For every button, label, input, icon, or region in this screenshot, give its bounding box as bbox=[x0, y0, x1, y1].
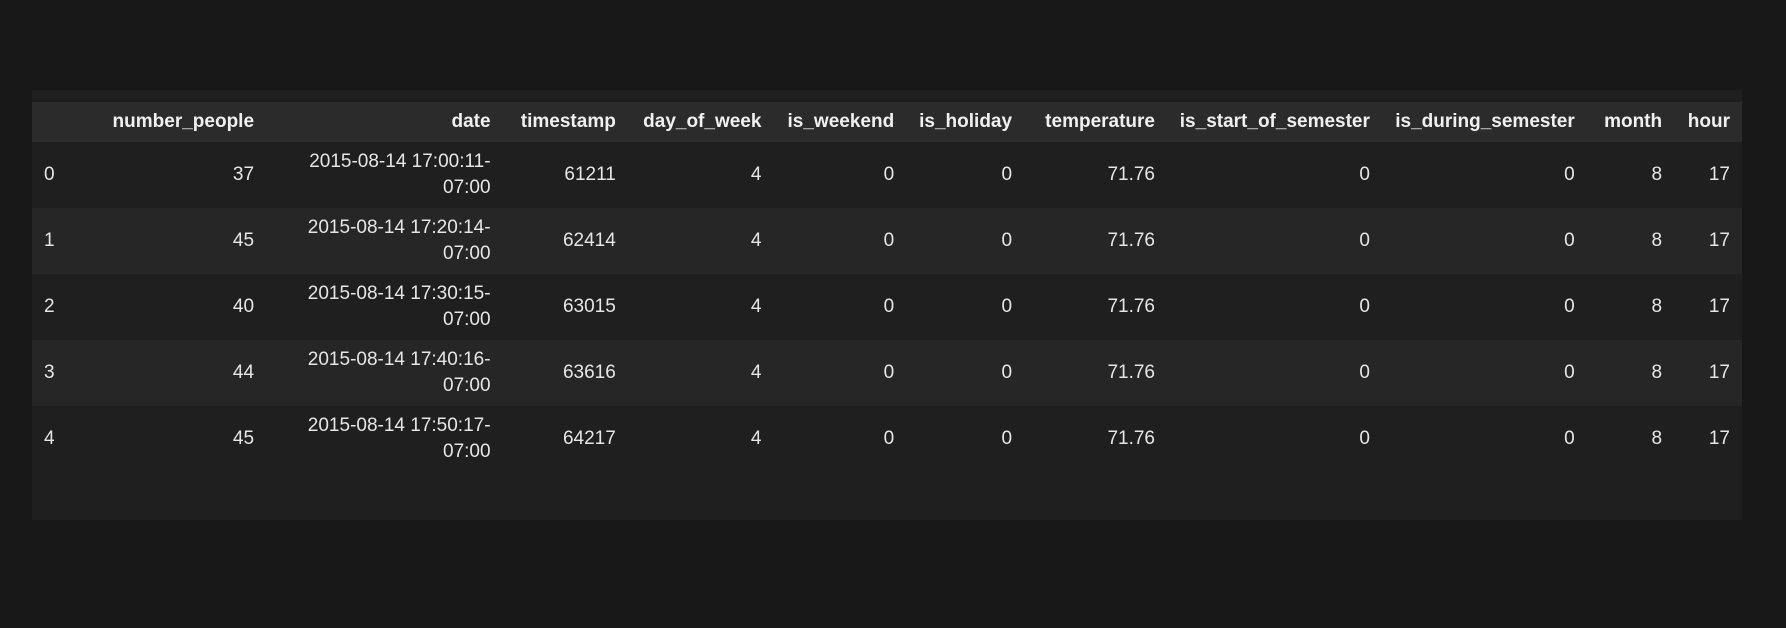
cell-is-start-of-semester: 0 bbox=[1359, 428, 1370, 449]
cell-number-people: 45 bbox=[232, 428, 255, 449]
cell-is-holiday: 0 bbox=[1001, 428, 1013, 449]
cell-number-people: 37 bbox=[232, 164, 255, 185]
dataframe-table: number_people date timestamp day_of_week… bbox=[32, 102, 1742, 472]
dataframe-output-panel: number_people date timestamp day_of_week… bbox=[32, 90, 1742, 520]
column-header-is-holiday[interactable]: is_holiday bbox=[919, 111, 1013, 132]
cell-day-of-week: 4 bbox=[750, 428, 762, 449]
row-index: 0 bbox=[44, 164, 55, 185]
cell-date: 2015-08-14 17:00:11- 07:00 bbox=[266, 142, 503, 208]
cell-is-during-semester: 0 bbox=[1564, 164, 1575, 185]
row-index: 4 bbox=[44, 428, 55, 449]
cell-day-of-week: 4 bbox=[750, 164, 762, 185]
row-index: 3 bbox=[44, 362, 55, 383]
column-header-month[interactable]: month bbox=[1604, 111, 1663, 132]
cell-is-during-semester: 0 bbox=[1564, 296, 1575, 317]
cell-number-people: 44 bbox=[232, 362, 255, 383]
column-header-date[interactable]: date bbox=[451, 111, 491, 132]
cell-is-weekend: 0 bbox=[883, 296, 895, 317]
cell-timestamp: 62414 bbox=[562, 230, 616, 251]
cell-is-holiday: 0 bbox=[1001, 296, 1013, 317]
cell-number-people: 45 bbox=[232, 230, 255, 251]
date-line-1: 2015-08-14 17:00:11- bbox=[309, 151, 491, 172]
cell-is-start-of-semester: 0 bbox=[1359, 164, 1370, 185]
cell-month: 8 bbox=[1651, 428, 1663, 449]
column-header-number-people[interactable]: number_people bbox=[112, 111, 255, 132]
column-header-is-weekend[interactable]: is_weekend bbox=[787, 111, 895, 132]
cell-day-of-week: 4 bbox=[750, 362, 762, 383]
cell-is-start-of-semester: 0 bbox=[1359, 230, 1370, 251]
cell-day-of-week: 4 bbox=[750, 230, 762, 251]
table-row: 4 45 2015-08-14 17:50:17- 07:00 64217 4 0… bbox=[32, 406, 1742, 472]
row-index: 1 bbox=[44, 230, 55, 251]
date-line-2: 07:00 bbox=[443, 177, 491, 198]
column-header-temperature[interactable]: temperature bbox=[1045, 111, 1155, 132]
cell-hour: 17 bbox=[1708, 296, 1730, 317]
cell-is-during-semester: 0 bbox=[1564, 428, 1575, 449]
cell-day-of-week: 4 bbox=[750, 296, 762, 317]
column-header-is-during-semester[interactable]: is_during_semester bbox=[1395, 111, 1575, 132]
cell-month: 8 bbox=[1651, 230, 1663, 251]
cell-month: 8 bbox=[1651, 296, 1663, 317]
cell-is-holiday: 0 bbox=[1001, 164, 1013, 185]
cell-temperature: 71.76 bbox=[1107, 230, 1155, 251]
cell-hour: 17 bbox=[1708, 230, 1730, 251]
cell-timestamp: 64217 bbox=[562, 428, 616, 449]
date-line-2: 07:00 bbox=[443, 243, 491, 264]
column-header-hour[interactable]: hour bbox=[1687, 111, 1730, 132]
cell-is-during-semester: 0 bbox=[1564, 230, 1575, 251]
index-header bbox=[32, 102, 79, 142]
cell-date: 2015-08-14 17:50:17- 07:00 bbox=[266, 406, 503, 472]
table-row: 0 37 2015-08-14 17:00:11- 07:00 61211 4 0… bbox=[32, 142, 1742, 208]
cell-is-weekend: 0 bbox=[883, 428, 895, 449]
cell-temperature: 71.76 bbox=[1107, 428, 1155, 449]
cell-number-people: 40 bbox=[232, 296, 255, 317]
cell-hour: 17 bbox=[1708, 164, 1730, 185]
table-header-row: number_people date timestamp day_of_week… bbox=[32, 102, 1742, 142]
cell-temperature: 71.76 bbox=[1107, 362, 1155, 383]
column-header-is-start-of-semester[interactable]: is_start_of_semester bbox=[1179, 111, 1370, 132]
table-row: 1 45 2015-08-14 17:20:14- 07:00 62414 4 0… bbox=[32, 208, 1742, 274]
cell-is-holiday: 0 bbox=[1001, 230, 1013, 251]
cell-is-weekend: 0 bbox=[883, 164, 895, 185]
date-line-1: 2015-08-14 17:20:14- bbox=[307, 217, 491, 238]
cell-hour: 17 bbox=[1708, 362, 1730, 383]
column-header-day-of-week[interactable]: day_of_week bbox=[643, 111, 762, 132]
cell-is-holiday: 0 bbox=[1001, 362, 1013, 383]
cell-month: 8 bbox=[1651, 362, 1663, 383]
cell-timestamp: 63616 bbox=[562, 362, 616, 383]
date-line-2: 07:00 bbox=[443, 441, 491, 462]
cell-is-start-of-semester: 0 bbox=[1359, 296, 1370, 317]
cell-month: 8 bbox=[1651, 164, 1663, 185]
cell-is-weekend: 0 bbox=[883, 362, 895, 383]
cell-hour: 17 bbox=[1708, 428, 1730, 449]
table-row: 2 40 2015-08-14 17:30:15- 07:00 63015 4 0… bbox=[32, 274, 1742, 340]
cell-date: 2015-08-14 17:30:15- 07:00 bbox=[266, 274, 503, 340]
date-line-2: 07:00 bbox=[443, 309, 491, 330]
cell-is-during-semester: 0 bbox=[1564, 362, 1575, 383]
date-line-1: 2015-08-14 17:40:16- bbox=[307, 349, 491, 370]
table-row: 3 44 2015-08-14 17:40:16- 07:00 63616 4 0… bbox=[32, 340, 1742, 406]
row-index: 2 bbox=[44, 296, 55, 317]
cell-date: 2015-08-14 17:40:16- 07:00 bbox=[266, 340, 503, 406]
date-line-1: 2015-08-14 17:50:17- bbox=[307, 415, 491, 436]
cell-temperature: 71.76 bbox=[1107, 296, 1155, 317]
cell-timestamp: 63015 bbox=[562, 296, 616, 317]
date-line-1: 2015-08-14 17:30:15- bbox=[307, 283, 491, 304]
cell-timestamp: 61211 bbox=[564, 164, 616, 185]
cell-is-weekend: 0 bbox=[883, 230, 895, 251]
cell-is-start-of-semester: 0 bbox=[1359, 362, 1370, 383]
cell-temperature: 71.76 bbox=[1107, 164, 1155, 185]
column-header-timestamp[interactable]: timestamp bbox=[520, 111, 616, 132]
cell-date: 2015-08-14 17:20:14- 07:00 bbox=[266, 208, 503, 274]
date-line-2: 07:00 bbox=[443, 375, 491, 396]
